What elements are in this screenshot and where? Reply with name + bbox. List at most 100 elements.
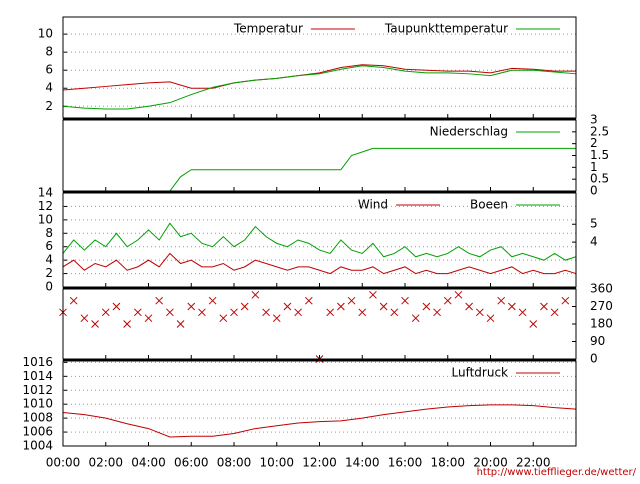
point: [294, 308, 302, 317]
point: [379, 302, 388, 311]
point: [240, 302, 249, 311]
point: [497, 296, 506, 305]
point: [369, 290, 377, 299]
point: [326, 308, 335, 317]
point: [251, 290, 260, 299]
y-tick-label: 1012: [22, 383, 53, 397]
x-tick-label: 22:00: [516, 456, 551, 470]
y2-tick-label: 4: [590, 235, 598, 249]
x-tick-label: 06:00: [174, 456, 209, 470]
x-tick-label: 20:00: [473, 456, 508, 470]
point: [283, 302, 292, 311]
y-tick-label: 0: [45, 280, 53, 294]
y-tick-label: 1010: [22, 397, 53, 411]
point: [561, 296, 570, 305]
point: [69, 296, 78, 305]
point: [401, 296, 409, 305]
point: [550, 308, 559, 317]
panel-frame: [62, 288, 577, 360]
y-tick-label: 0: [590, 184, 598, 198]
point: [123, 320, 131, 328]
x-tick-label: 00:00: [46, 456, 81, 470]
series-line: [62, 64, 576, 91]
y-tick-label: 180: [590, 317, 613, 331]
x-tick-label: 18:00: [430, 456, 465, 470]
point: [166, 308, 174, 317]
x-tick-label: 02:00: [88, 456, 123, 470]
point: [518, 308, 527, 317]
y-tick-label: 1: [590, 160, 598, 174]
x-tick-label: 08:00: [217, 456, 252, 470]
point: [187, 302, 196, 311]
y-tick-label: 2.5: [590, 124, 609, 138]
point: [112, 302, 121, 311]
legend-label: Wind: [358, 198, 388, 212]
point: [433, 308, 441, 317]
y-tick-label: 6: [45, 239, 53, 253]
y-tick-label: 0.5: [590, 172, 609, 186]
y-tick-label: 6: [45, 63, 53, 77]
point: [508, 302, 516, 311]
point: [101, 308, 110, 317]
point: [465, 302, 473, 311]
x-tick-label: 12:00: [302, 456, 337, 470]
y-tick-label: 2: [45, 99, 53, 113]
point: [411, 314, 420, 323]
legend-label: Luftdruck: [451, 366, 508, 380]
x-tick-label: 04:00: [131, 456, 166, 470]
y-tick-label: 2: [590, 136, 598, 150]
point: [337, 302, 345, 311]
series-line: [62, 222, 577, 261]
legend-label: Taupunkttemperatur: [384, 22, 508, 36]
point: [347, 296, 356, 305]
y-tick-label: 1.5: [590, 148, 609, 162]
y-tick-label: 360: [590, 282, 613, 296]
point: [475, 308, 484, 317]
point: [454, 290, 463, 299]
x-tick-label: 16:00: [388, 456, 423, 470]
y-tick-label: 14: [38, 186, 53, 200]
x-tick-label: 14:00: [345, 456, 380, 470]
y-tick-label: 270: [590, 299, 613, 313]
point: [80, 314, 89, 323]
point: [144, 314, 153, 323]
point: [133, 308, 142, 317]
y-tick-label: 1016: [22, 355, 53, 369]
point: [529, 320, 538, 328]
point: [422, 302, 431, 311]
point: [272, 314, 281, 323]
y-tick-label: 8: [45, 226, 53, 240]
y-tick-label: 1006: [22, 425, 53, 439]
point: [176, 320, 185, 328]
point: [304, 296, 313, 305]
y-tick-label: 1008: [22, 411, 53, 425]
series-line: [62, 65, 577, 110]
y-tick-label: 8: [45, 45, 53, 59]
series-line: [62, 252, 577, 275]
y-tick-label: 4: [45, 253, 53, 267]
y2-tick-label: 5: [590, 217, 598, 231]
legend-label: Temperatur: [233, 22, 303, 36]
y-tick-label: 1014: [22, 369, 53, 383]
y-tick-label: 3: [590, 113, 598, 127]
series-line: [63, 147, 576, 192]
point: [486, 314, 495, 323]
point: [208, 296, 217, 305]
legend-label: Niederschlag: [430, 125, 508, 139]
y-tick-label: 0: [590, 352, 598, 366]
point: [443, 296, 452, 305]
y-tick-label: 90: [590, 334, 605, 348]
point: [198, 308, 206, 317]
y-tick-label: 2: [45, 266, 53, 280]
x-tick-label: 10:00: [259, 456, 294, 470]
series-line: [62, 404, 577, 438]
point: [230, 308, 238, 317]
y-tick-label: 4: [45, 81, 53, 95]
point: [155, 296, 164, 305]
y-tick-label: 12: [38, 199, 53, 213]
point: [91, 320, 99, 328]
point: [358, 308, 367, 317]
y-tick-label: 10: [38, 212, 53, 226]
point: [219, 314, 228, 323]
